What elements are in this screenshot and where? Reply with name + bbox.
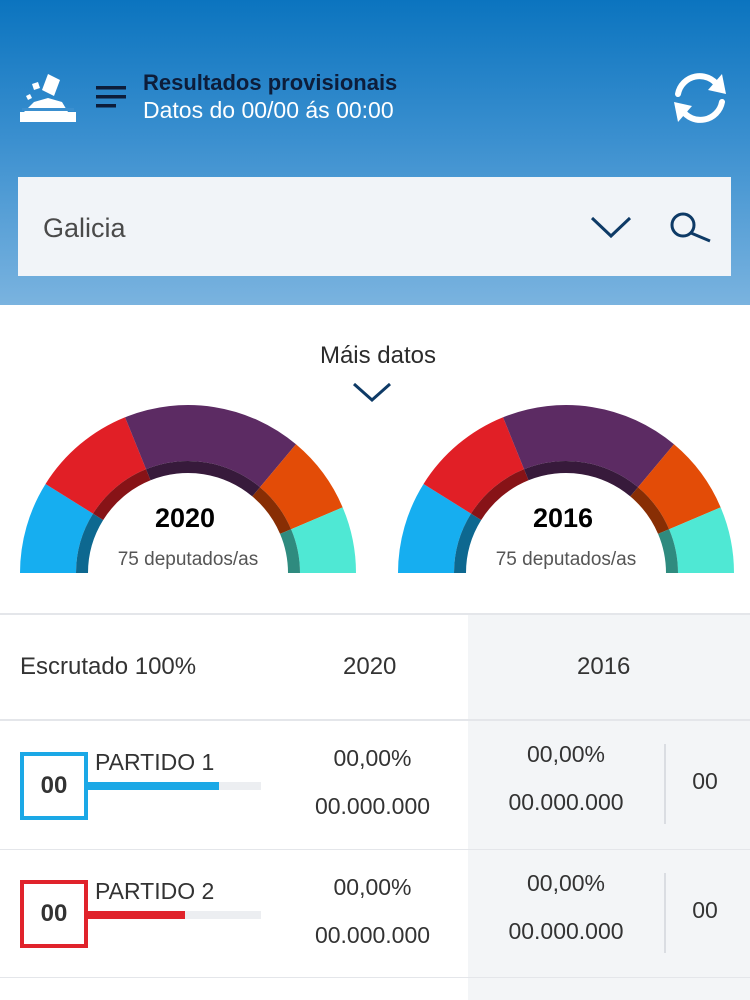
gauge-segment-purple-inner	[146, 461, 260, 497]
votes-2020: 00.000.000	[314, 793, 431, 819]
vote-bar-fill	[85, 911, 186, 919]
divider	[0, 977, 750, 978]
gauge-segment-orange	[259, 444, 343, 530]
party-name: PARTIDO 1	[95, 749, 215, 775]
menu-icon[interactable]	[96, 84, 126, 110]
gauge-seats-label: 75 deputados/as	[495, 549, 637, 570]
gauge-segment-blue	[20, 483, 94, 573]
gauge-segment-orange-inner	[630, 487, 670, 534]
gauge-year: 2016	[532, 503, 594, 533]
seats-box: 00	[20, 752, 88, 820]
gauge-segment-blue-inner	[454, 513, 482, 573]
chevron-down-icon[interactable]	[588, 212, 634, 242]
gauge-segment-red-inner	[93, 469, 151, 521]
region-selector[interactable]: Galicia	[18, 177, 731, 276]
votes-2016: 00.000.000	[508, 789, 624, 815]
chevron-down-icon[interactable]	[350, 380, 394, 404]
seats-gauge-2016	[398, 405, 734, 573]
gauge-segment-blue	[398, 483, 472, 573]
gauge-segment-teal	[669, 507, 734, 573]
gauge-segment-teal	[291, 507, 356, 573]
vote-bar-fill	[85, 782, 219, 790]
divider	[0, 719, 750, 721]
more-data-toggle[interactable]: Máis datos	[319, 342, 437, 369]
scrutiny-label: Escrutado 100%	[20, 653, 197, 680]
page-subtitle: Datos do 00/00 ás 00:00	[143, 97, 394, 123]
refresh-icon[interactable]	[668, 70, 732, 126]
seats-gauge-2020	[20, 405, 356, 573]
gauge-segment-blue-inner	[76, 513, 104, 573]
gauge-year: 2020	[154, 503, 216, 533]
ballot-logo-icon	[20, 74, 76, 122]
percent-2016: 00,00%	[526, 870, 605, 896]
vote-bar	[85, 782, 261, 790]
page-title: Resultados provisionais	[143, 70, 398, 95]
gauge-segment-red	[45, 417, 147, 514]
column-header-2020: 2020	[343, 653, 397, 680]
seats-2016: 00	[692, 768, 718, 794]
percent-2020: 00,00%	[333, 745, 412, 771]
vote-bar	[85, 911, 261, 919]
divider	[0, 613, 750, 615]
column-2016-background	[468, 615, 750, 1000]
header-title-block: Resultados provisionais Datos do 00/00 á…	[143, 70, 397, 124]
gauge-segment-purple	[125, 405, 296, 488]
gauge-segment-red	[423, 417, 525, 514]
gauge-segment-purple	[503, 405, 674, 488]
divider	[664, 873, 666, 953]
gauge-segment-teal-inner	[658, 529, 678, 573]
seats-box: 00	[20, 880, 88, 948]
votes-2016: 00.000.000	[508, 918, 624, 944]
votes-2020: 00.000.000	[314, 922, 431, 948]
percent-2020: 00,00%	[333, 874, 412, 900]
region-selected-value: Galicia	[43, 213, 126, 243]
gauge-segment-orange	[637, 444, 721, 530]
gauge-segment-purple-inner	[524, 461, 638, 497]
divider	[664, 744, 666, 824]
gauge-segment-orange-inner	[252, 487, 292, 534]
divider	[0, 849, 750, 850]
column-header-2016: 2016	[577, 653, 631, 680]
gauge-segment-teal-inner	[280, 529, 300, 573]
gauge-segment-red-inner	[471, 469, 529, 521]
seats-2016: 00	[692, 897, 718, 923]
search-icon[interactable]	[668, 210, 712, 246]
gauge-seats-label: 75 deputados/as	[117, 549, 259, 570]
percent-2016: 00,00%	[526, 741, 605, 767]
party-name: PARTIDO 2	[95, 878, 215, 904]
